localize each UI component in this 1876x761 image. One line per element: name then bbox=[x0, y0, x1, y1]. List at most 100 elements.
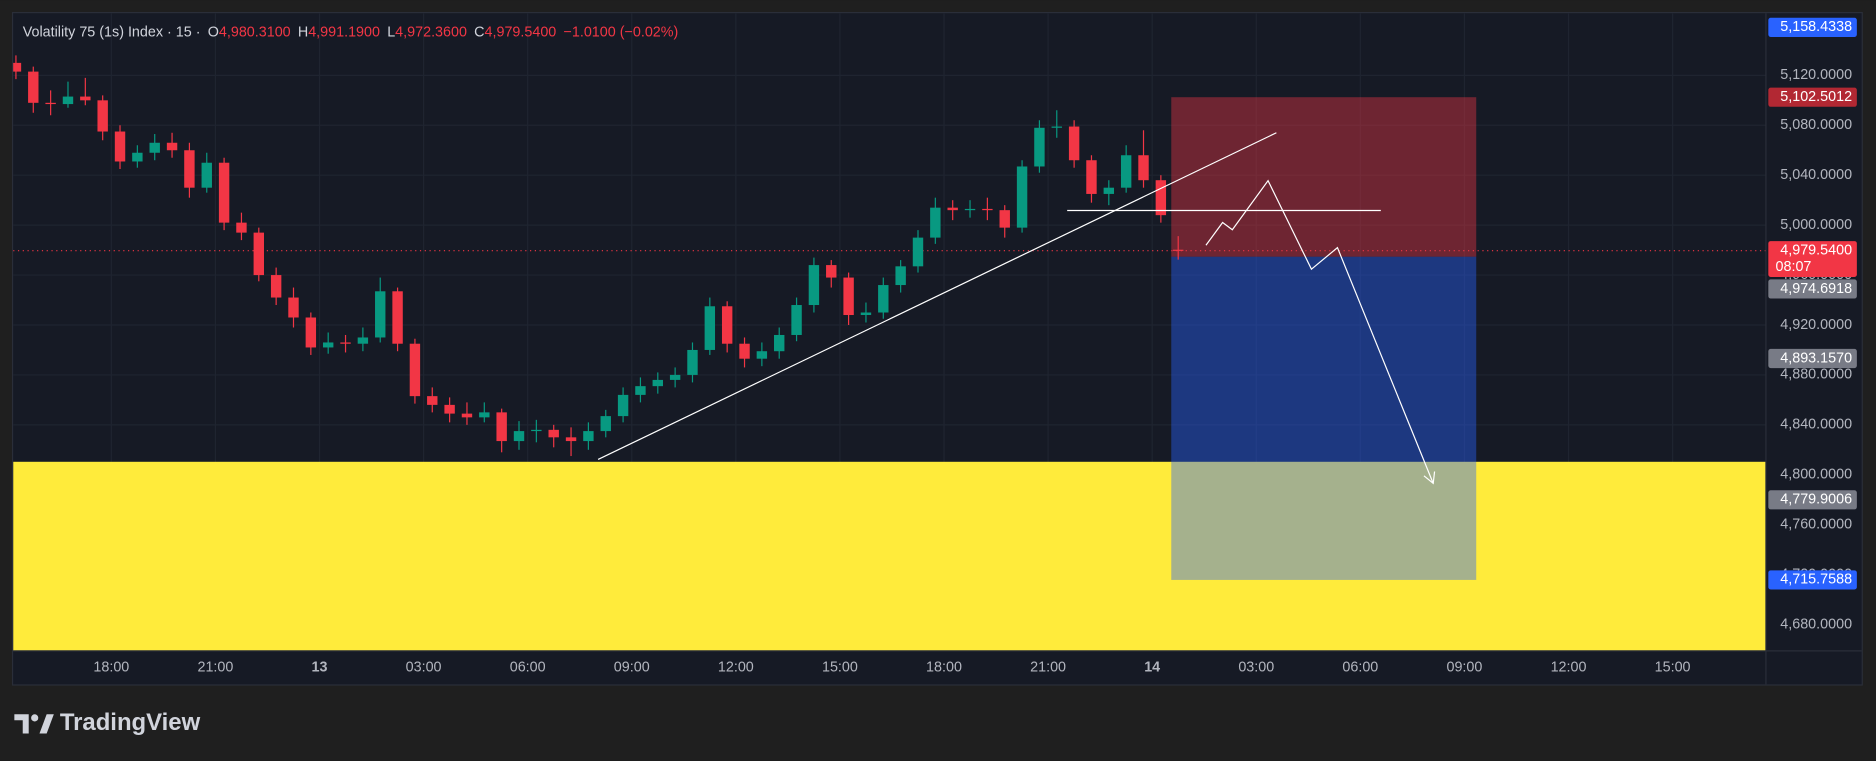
candle-body bbox=[964, 208, 976, 211]
x-tick-label: 15:00 bbox=[822, 659, 858, 675]
candle-body bbox=[895, 266, 906, 286]
candle-body bbox=[1086, 160, 1097, 194]
price-label: 4,893.1570 bbox=[1780, 350, 1852, 366]
price-label: 4,779.9006 bbox=[1780, 492, 1852, 508]
candle-body bbox=[652, 379, 663, 387]
x-tick-label: 21:00 bbox=[1030, 659, 1066, 675]
candle-body bbox=[1103, 187, 1115, 194]
candle-body bbox=[427, 396, 438, 405]
price-label: 5,102.5012 bbox=[1780, 89, 1852, 105]
candle-body bbox=[62, 96, 74, 105]
logo-icon bbox=[14, 714, 29, 734]
arrow-head bbox=[1423, 471, 1436, 485]
candle-body bbox=[791, 305, 802, 335]
price-label-bg bbox=[1768, 490, 1857, 510]
candle-body bbox=[461, 413, 473, 418]
candle-body bbox=[843, 277, 854, 316]
candle-body bbox=[982, 208, 993, 211]
x-tick-label: 18:00 bbox=[93, 659, 129, 675]
candle-body bbox=[114, 131, 126, 162]
logo-icon bbox=[39, 714, 54, 734]
trend-line bbox=[597, 132, 1277, 460]
x-tick-label: 09:00 bbox=[614, 659, 650, 675]
candle-body bbox=[218, 162, 230, 223]
open-key: O bbox=[208, 24, 219, 40]
price-label-bg bbox=[1768, 87, 1857, 107]
candle-body bbox=[669, 374, 681, 380]
candle-body bbox=[756, 351, 768, 359]
x-tick-label: 12:00 bbox=[1551, 659, 1587, 675]
brand-name: TradingView bbox=[60, 709, 201, 736]
candle-body bbox=[808, 265, 820, 306]
candle-body bbox=[340, 342, 351, 344]
x-tick-label: 18:00 bbox=[926, 659, 962, 675]
candle-body bbox=[166, 142, 178, 151]
y-tick-label: 5,120.0000 bbox=[1780, 67, 1852, 83]
candle-body bbox=[1120, 155, 1132, 188]
candle-body bbox=[912, 237, 924, 267]
price-label: 5,158.4338 bbox=[1780, 19, 1852, 35]
candle-body bbox=[947, 207, 958, 211]
candle-body bbox=[1138, 155, 1149, 181]
candle-body bbox=[1172, 249, 1184, 251]
y-tick-label: 4,840.0000 bbox=[1780, 417, 1852, 433]
countdown: 08:07 bbox=[1776, 259, 1812, 275]
close-value: 4,979.5400 bbox=[485, 24, 557, 40]
x-tick-label: 13 bbox=[312, 659, 328, 675]
candle-body bbox=[253, 232, 265, 276]
candle-body bbox=[600, 416, 611, 432]
candle-body bbox=[565, 437, 577, 442]
candle-body bbox=[1068, 126, 1080, 161]
candle-body bbox=[999, 210, 1010, 228]
candle-body bbox=[149, 142, 160, 153]
stop-area bbox=[1171, 97, 1477, 257]
candle-body bbox=[409, 343, 421, 397]
low-value: 4,972.3600 bbox=[395, 24, 467, 40]
candle-body bbox=[80, 96, 91, 101]
candle-body bbox=[513, 431, 525, 442]
x-tick-label: 14 bbox=[1144, 659, 1160, 675]
candle-body bbox=[860, 312, 872, 316]
zone bbox=[13, 461, 1766, 651]
candle-body bbox=[45, 102, 56, 105]
candle-body bbox=[305, 317, 317, 348]
candle-body bbox=[132, 152, 143, 162]
candle-body bbox=[97, 100, 108, 132]
candle-body bbox=[322, 342, 334, 348]
candle-body bbox=[1034, 127, 1045, 167]
low-key: L bbox=[387, 24, 395, 40]
price-label: 4,715.7588 bbox=[1780, 572, 1852, 588]
chart-header: Volatility 75 (1s) Index · 15 · O4,980.31… bbox=[23, 24, 679, 40]
candle-body bbox=[270, 275, 282, 298]
y-tick-label: 4,920.0000 bbox=[1780, 317, 1852, 333]
y-tick-label: 5,040.0000 bbox=[1780, 167, 1852, 183]
x-tick-label: 12:00 bbox=[718, 659, 754, 675]
y-tick-label: 4,680.0000 bbox=[1780, 616, 1852, 632]
y-tick-label: 4,760.0000 bbox=[1780, 516, 1852, 532]
candle-body bbox=[184, 150, 195, 188]
candle-body bbox=[687, 349, 698, 375]
candle-body bbox=[704, 306, 716, 350]
x-tick-label: 03:00 bbox=[1238, 659, 1274, 675]
price-label-bg bbox=[1768, 17, 1857, 37]
candle-body bbox=[721, 306, 733, 344]
candle-body bbox=[617, 394, 629, 417]
candle-body bbox=[1155, 180, 1167, 216]
logo-icon bbox=[31, 714, 39, 722]
candle-body bbox=[1016, 166, 1028, 228]
candle-body bbox=[774, 334, 785, 352]
candle-body bbox=[496, 412, 507, 442]
price-label-bg bbox=[1768, 279, 1857, 299]
candle-body bbox=[236, 222, 247, 233]
high-value: 4,991.1900 bbox=[308, 24, 380, 40]
candle-body bbox=[28, 71, 39, 103]
price-label-bg bbox=[1768, 241, 1857, 277]
candle-body bbox=[583, 431, 594, 442]
candle-body bbox=[548, 429, 559, 438]
x-tick-label: 09:00 bbox=[1446, 659, 1482, 675]
candle-body bbox=[375, 291, 386, 338]
candle-body bbox=[531, 429, 542, 432]
x-tick-label: 06:00 bbox=[510, 659, 546, 675]
candle-body bbox=[288, 297, 299, 318]
